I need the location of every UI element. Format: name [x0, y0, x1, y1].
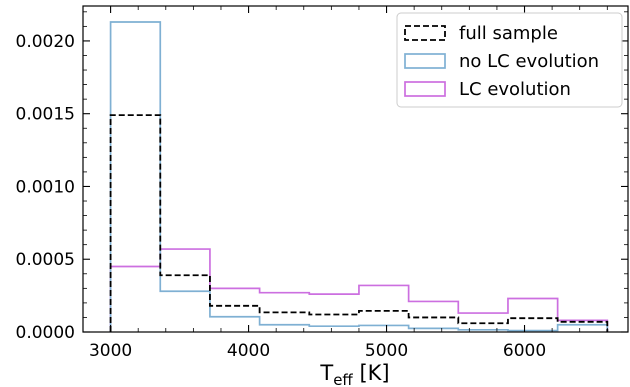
series-no-lc-evolution-line: [109, 21, 609, 332]
legend-swatch: [404, 81, 446, 97]
y-tick-label: 0.0010: [16, 177, 75, 197]
y-tick-label: 0.0020: [16, 32, 75, 52]
series-lc-evolution-line: [109, 248, 609, 332]
plot-series: [109, 21, 609, 332]
x-tick-label: 5000: [365, 341, 408, 361]
y-tick-label: 0.0005: [16, 250, 75, 270]
x-axis-label-main: T: [319, 361, 333, 385]
series-full-sample-line: [109, 114, 609, 332]
plot-frame: [82, 5, 629, 333]
x-axis-label-subscript: eff: [333, 371, 353, 387]
y-tick-label: 0.0015: [16, 105, 75, 125]
legend-box: [396, 12, 623, 108]
legend-label: full sample: [459, 23, 558, 44]
legend-label: no LC evolution: [459, 51, 599, 72]
x-axis-label: Teff [K]: [319, 361, 389, 387]
y-tick-label: 0.0000: [16, 323, 75, 343]
axis-tick-labels: 3000 4000 5000 6000 0.0000 0.0005 0.0010 0.0015…: [16, 32, 547, 361]
x-tick-label: 4000: [227, 341, 270, 361]
legend-swatch: [404, 25, 446, 41]
x-tick-label: 6000: [503, 341, 546, 361]
x-tick-label: 3000: [89, 341, 132, 361]
axis-ticks: [82, 6, 628, 333]
legend-label: LC evolution: [459, 79, 571, 100]
x-axis-label-unit: [K]: [353, 361, 390, 385]
legend-swatch: [404, 53, 446, 69]
legend: full sample no LC evolution LC evolution: [396, 12, 623, 108]
